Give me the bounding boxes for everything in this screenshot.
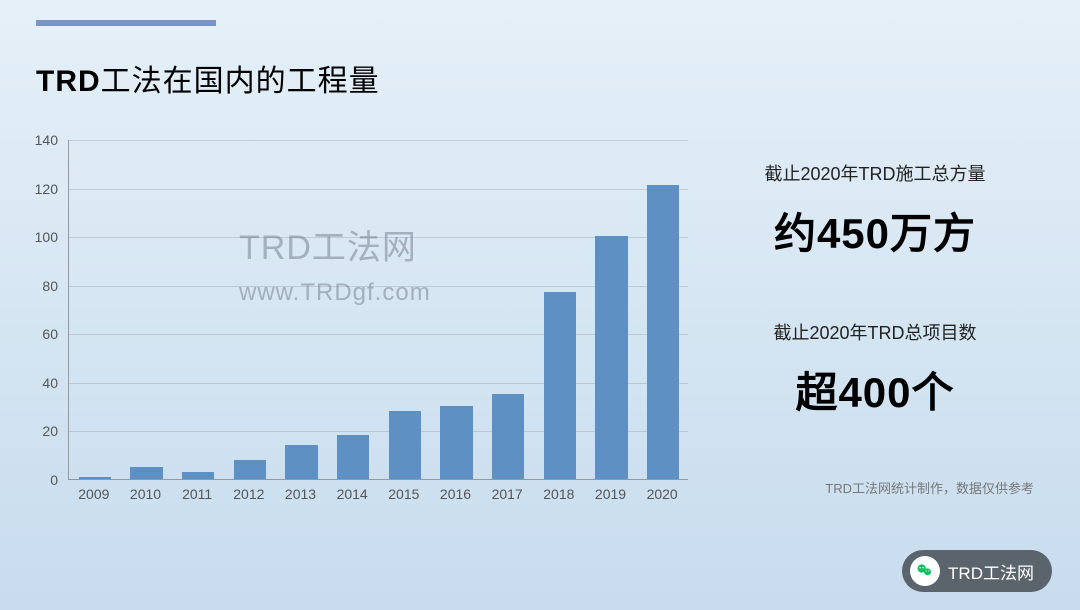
stat-total-volume: 截止2020年TRD施工总方量 约450万方 [710, 160, 1040, 261]
x-tick-label: 2012 [233, 486, 264, 502]
x-tick-label: 2010 [130, 486, 161, 502]
bar [285, 445, 317, 479]
bar [389, 411, 421, 479]
x-tick-label: 2013 [285, 486, 316, 502]
stat-caption: 截止2020年TRD总项目数 [710, 319, 1040, 345]
accent-bar [36, 20, 216, 26]
y-tick-label: 60 [42, 326, 58, 342]
y-tick-label: 120 [35, 181, 58, 197]
stat-note: TRD工法网统计制作，数据仅供参考 [710, 478, 1040, 497]
wechat-badge-label: TRD工法网 [948, 559, 1034, 584]
y-tick-label: 0 [50, 472, 58, 488]
bar [647, 185, 679, 479]
title-rest: 工法在国内的工程量 [101, 65, 380, 98]
bar [440, 406, 472, 479]
x-axis: 2009 2010 2011 2012 2013 2014 2015 2016 2017 2018… [68, 480, 688, 510]
wechat-badge[interactable]: TRD工法网 [902, 550, 1052, 592]
chart-bars [69, 140, 688, 479]
x-tick-label: 2011 [182, 486, 212, 502]
stat-caption: 截止2020年TRD施工总方量 [710, 160, 1040, 186]
stat-total-projects: 截止2020年TRD总项目数 超400个 [710, 319, 1040, 420]
bar [234, 460, 266, 479]
x-tick-label: 2019 [595, 486, 626, 502]
stats-panel: 截止2020年TRD施工总方量 约450万方 截止2020年TRD总项目数 超4… [710, 160, 1040, 497]
y-axis: 020406080100120140 [20, 140, 64, 480]
x-tick-label: 2009 [78, 486, 109, 502]
bar [544, 292, 576, 479]
page-title: TRD工法在国内的工程量 [36, 56, 380, 100]
bar [79, 477, 111, 479]
bar [337, 435, 369, 479]
title-prefix: TRD [36, 65, 101, 98]
bar [130, 467, 162, 479]
x-tick-label: 2016 [440, 486, 471, 502]
engineering-volume-chart: 020406080100120140 TRD工法网 www.TRDgf.com … [20, 140, 700, 520]
y-tick-label: 40 [42, 375, 58, 391]
bar [492, 394, 524, 479]
chart-plot: TRD工法网 www.TRDgf.com [68, 140, 688, 480]
stat-value: 超400个 [710, 359, 1040, 420]
x-tick-label: 2014 [337, 486, 368, 502]
bar [595, 236, 627, 479]
wechat-icon [910, 556, 940, 586]
x-tick-label: 2017 [492, 486, 523, 502]
bar [182, 472, 214, 479]
x-tick-label: 2018 [543, 486, 574, 502]
x-tick-label: 2015 [388, 486, 419, 502]
y-tick-label: 20 [42, 423, 58, 439]
x-tick-label: 2020 [647, 486, 678, 502]
y-tick-label: 80 [42, 278, 58, 294]
y-tick-label: 100 [35, 229, 58, 245]
y-tick-label: 140 [35, 132, 58, 148]
stat-value: 约450万方 [710, 200, 1040, 261]
